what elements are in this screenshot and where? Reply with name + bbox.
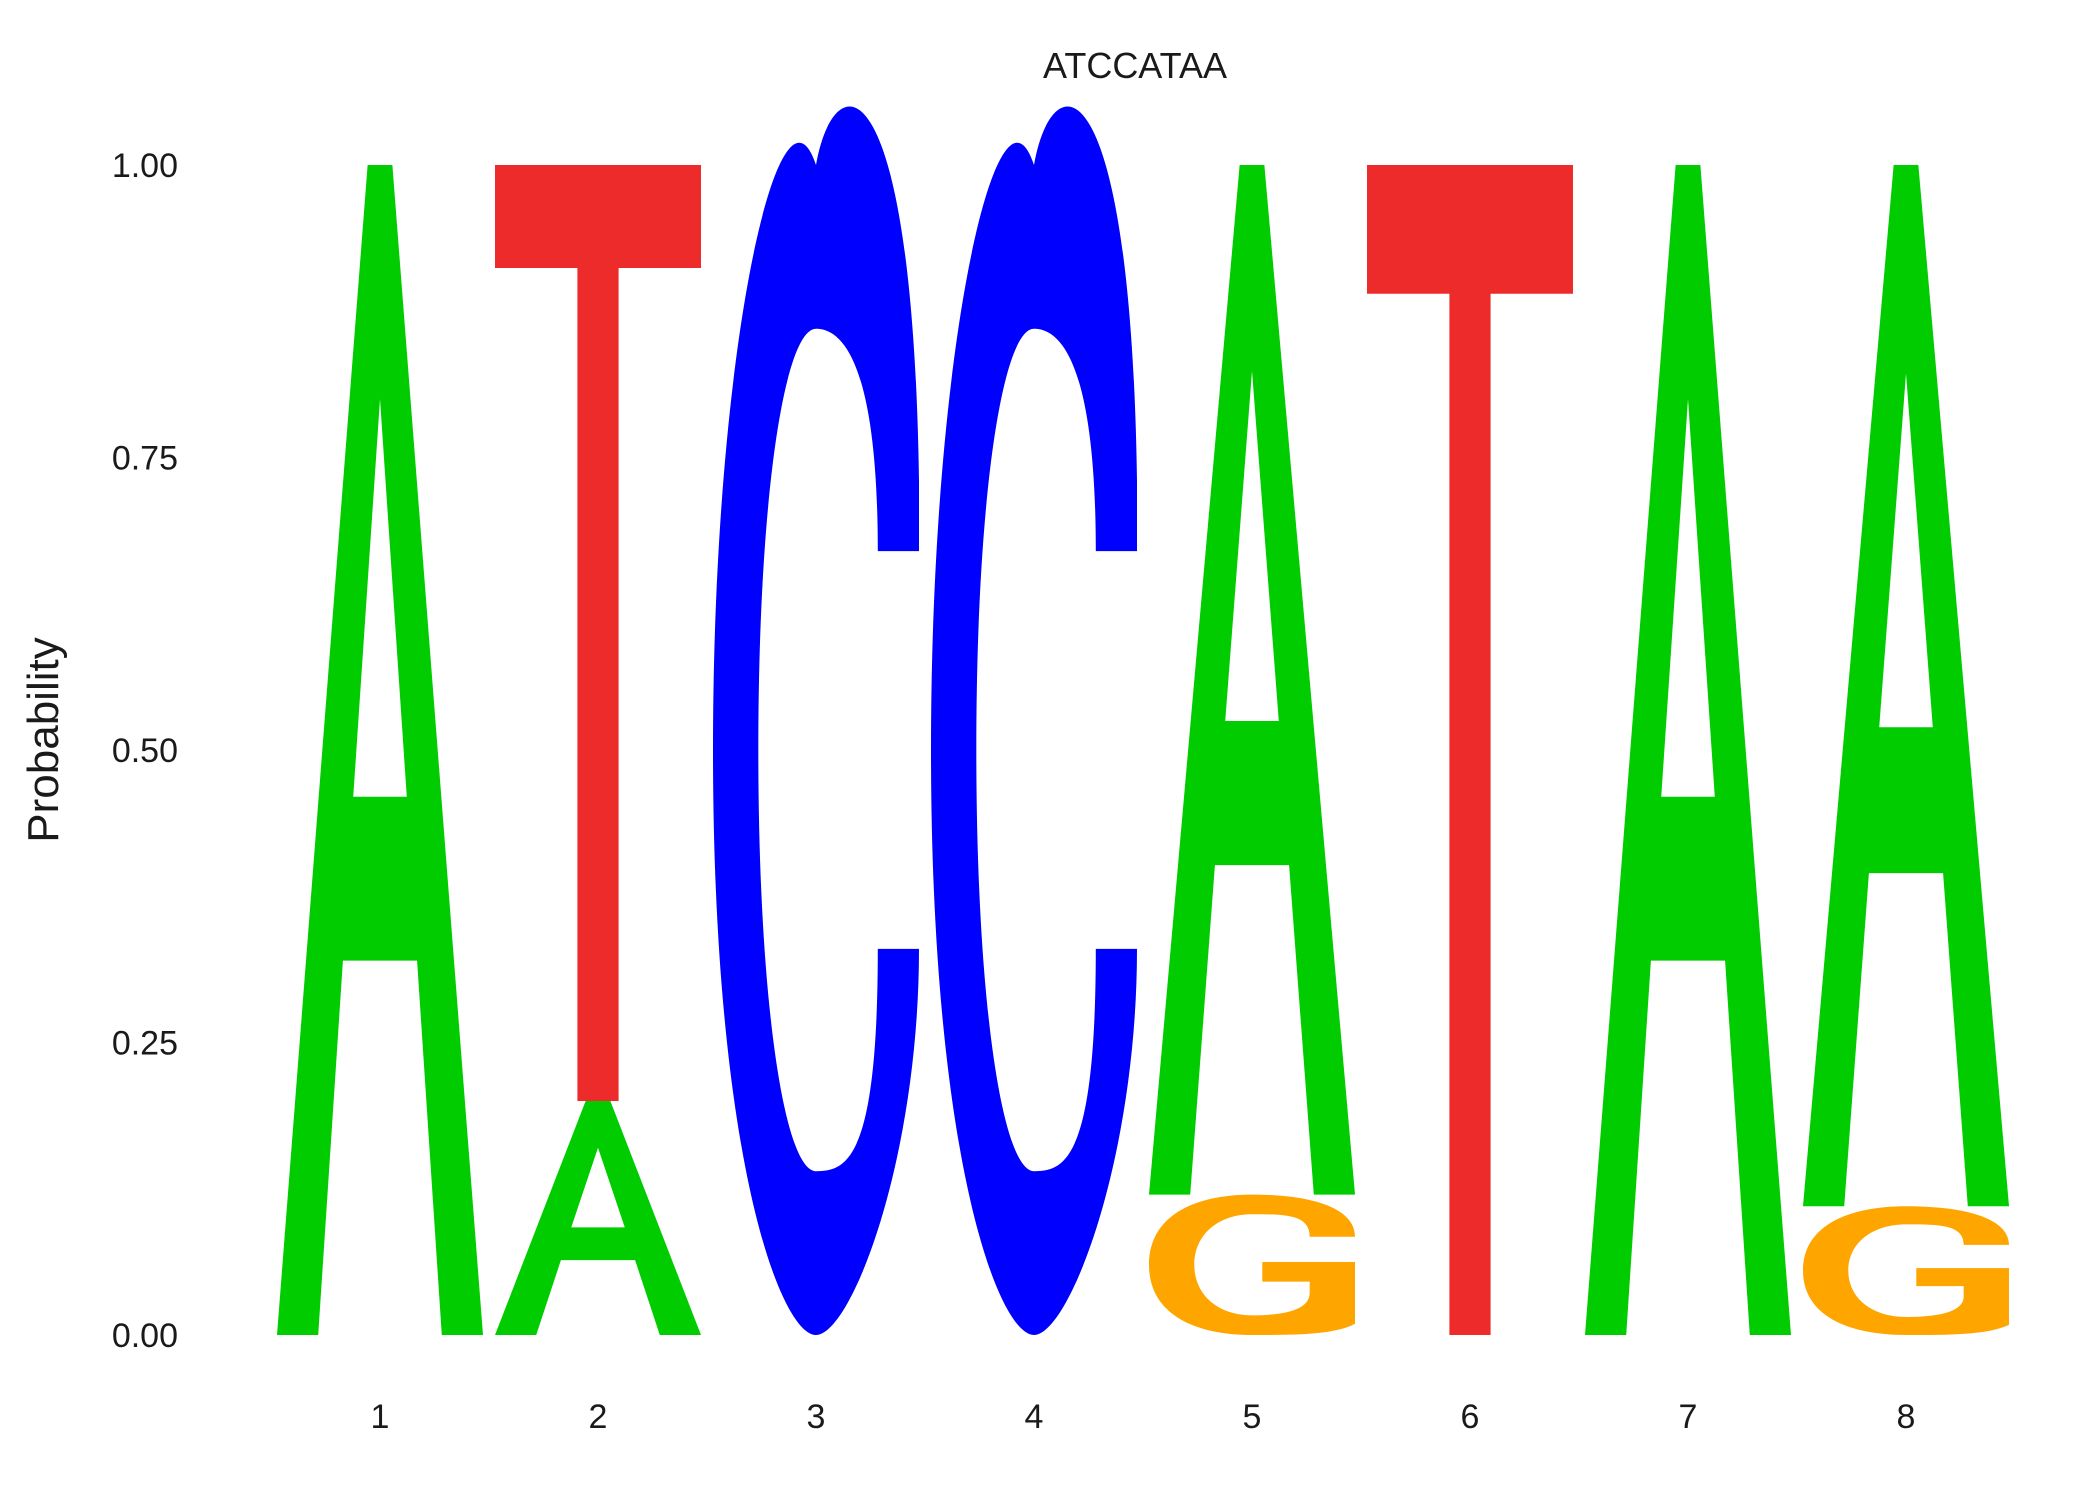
x-tick-label: 7 [1679, 1398, 1698, 1436]
chart-title: ATCCATAA [1043, 45, 1227, 86]
letter-A-glyph [1803, 165, 2009, 1207]
x-tick-label: 3 [807, 1398, 826, 1436]
position-5-stack [1149, 165, 1355, 1335]
y-tick-label: 0.75 [112, 440, 178, 478]
x-tick-label: 5 [1243, 1398, 1262, 1436]
letter-stacks [277, 106, 2009, 1335]
position-6-stack [1367, 165, 1573, 1335]
letter-A-glyph [1149, 165, 1355, 1195]
x-tick-label: 4 [1025, 1398, 1044, 1436]
position-4-stack [931, 106, 1137, 1335]
letter-G-glyph [1803, 1206, 2009, 1335]
letter-A-glyph [495, 1101, 701, 1335]
letter-A-glyph [1585, 165, 1791, 1335]
x-tick-label: 2 [589, 1398, 608, 1436]
x-axis-ticks: 1 2 3 4 5 6 7 8 [371, 1398, 1916, 1436]
position-3-stack [713, 106, 919, 1335]
y-tick-label: 0.50 [112, 732, 178, 770]
x-tick-label: 6 [1461, 1398, 1480, 1436]
y-tick-label: 0.25 [112, 1025, 178, 1063]
letter-T-glyph [495, 165, 701, 1101]
letter-G-glyph [1149, 1194, 1355, 1335]
position-8-stack [1803, 165, 2009, 1335]
y-tick-label: 0.00 [112, 1317, 178, 1355]
letter-A-glyph [277, 165, 483, 1335]
position-1-stack [277, 165, 483, 1335]
y-tick-label: 1.00 [112, 147, 178, 185]
x-tick-label: 1 [371, 1398, 390, 1436]
letter-C-glyph [931, 106, 1137, 1335]
letter-T-glyph [1367, 165, 1573, 1335]
position-2-stack [495, 165, 701, 1335]
position-7-stack [1585, 165, 1791, 1335]
letter-C-glyph [713, 106, 919, 1335]
y-axis-label: Probability [19, 637, 68, 842]
x-tick-label: 8 [1897, 1398, 1916, 1436]
y-axis-ticks: 0.00 0.25 0.50 0.75 1.00 [112, 147, 178, 1355]
